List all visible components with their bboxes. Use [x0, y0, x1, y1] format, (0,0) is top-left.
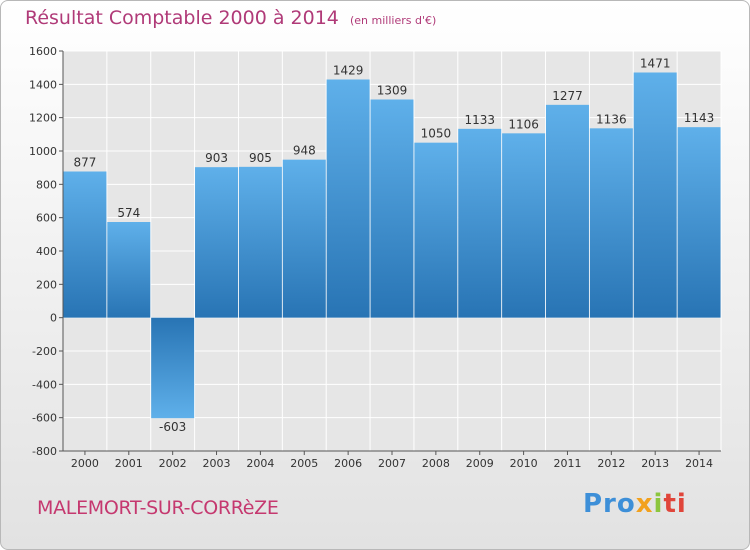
bar-2005 [282, 159, 326, 318]
y-tick-label: 1200 [29, 112, 57, 125]
bar-2012 [589, 128, 633, 318]
x-tick-label: 2013 [641, 457, 669, 470]
bar-2006 [326, 79, 370, 318]
y-tick-label: 800 [36, 178, 57, 191]
bar-2000 [63, 171, 107, 318]
data-label-2012: 1136 [596, 112, 627, 126]
bar-2011 [545, 104, 589, 318]
proxiti-logo[interactable]: Proxiti [583, 489, 687, 519]
x-tick-label: 2001 [115, 457, 143, 470]
bar-2007 [370, 99, 414, 318]
logo-part-2: x [635, 489, 654, 519]
x-tick-label: 2008 [422, 457, 450, 470]
y-tick-label: 1000 [29, 145, 57, 158]
x-tick-label: 2012 [597, 457, 625, 470]
data-label-2013: 1471 [640, 57, 671, 71]
data-label-2001: 574 [117, 206, 140, 220]
bar-2013 [633, 72, 677, 318]
x-tick-label: 2011 [553, 457, 581, 470]
data-label-2008: 1050 [421, 127, 452, 141]
data-label-2007: 1309 [377, 84, 408, 98]
bar-2001 [107, 222, 151, 318]
bar-2002 [151, 317, 195, 419]
y-tick-label: 400 [36, 245, 57, 258]
y-tick-label: -800 [32, 445, 57, 458]
x-tick-label: 2000 [71, 457, 99, 470]
x-tick-label: 2005 [290, 457, 318, 470]
y-tick-label: 200 [36, 278, 57, 291]
chart-header: Résultat Comptable 2000 à 2014 (en milli… [25, 7, 436, 29]
bar-2010 [502, 133, 546, 318]
axis-layer: -800 -600 -400 -200 0 200 400 600 800 1000 1200 140… [29, 45, 721, 470]
y-tick-label: 600 [36, 212, 57, 225]
logo-part-4: ti [663, 489, 687, 519]
bar-2008 [414, 142, 458, 318]
bar-2003 [195, 167, 239, 318]
y-tick-label: -400 [32, 378, 57, 391]
commune-name: MALEMORT-SUR-CORRèZE [37, 497, 279, 519]
x-tick-label: 2002 [159, 457, 187, 470]
data-label-2014: 1143 [684, 111, 715, 125]
data-label-2002: -603 [159, 420, 186, 434]
data-label-2006: 1429 [333, 64, 364, 78]
x-tick-label: 2006 [334, 457, 362, 470]
y-tick-label: -600 [32, 412, 57, 425]
bar-2004 [238, 166, 282, 318]
x-tick-label: 2007 [378, 457, 406, 470]
data-label-2004: 905 [249, 151, 272, 165]
data-label-2009: 1133 [464, 113, 495, 127]
bar-2009 [458, 128, 502, 318]
x-tick-label: 2003 [203, 457, 231, 470]
x-tick-label: 2009 [466, 457, 494, 470]
chart-subtitle: (en milliers d'€) [349, 14, 437, 27]
bar-2014 [677, 127, 721, 318]
y-tick-label: 1600 [29, 45, 57, 58]
chart-title: Résultat Comptable 2000 à 2014 [25, 7, 339, 29]
logo-part-3: i [653, 489, 664, 519]
data-label-2011: 1277 [552, 89, 583, 103]
y-tick-label: 1400 [29, 78, 57, 91]
x-tick-label: 2014 [685, 457, 713, 470]
bar-layer: 877 574 -603 903 905 948 1429 1309 1050 1133 1106 1… [63, 57, 721, 434]
logo-part-1: Pro [583, 489, 636, 519]
data-label-2005: 948 [293, 144, 316, 158]
data-label-2010: 1106 [508, 117, 539, 131]
y-tick-label: 0 [50, 312, 57, 325]
y-tick-label: -200 [32, 345, 57, 358]
x-tick-label: 2010 [510, 457, 538, 470]
x-tick-label: 2004 [246, 457, 274, 470]
data-label-2000: 877 [73, 156, 96, 170]
data-label-2003: 903 [205, 151, 228, 165]
